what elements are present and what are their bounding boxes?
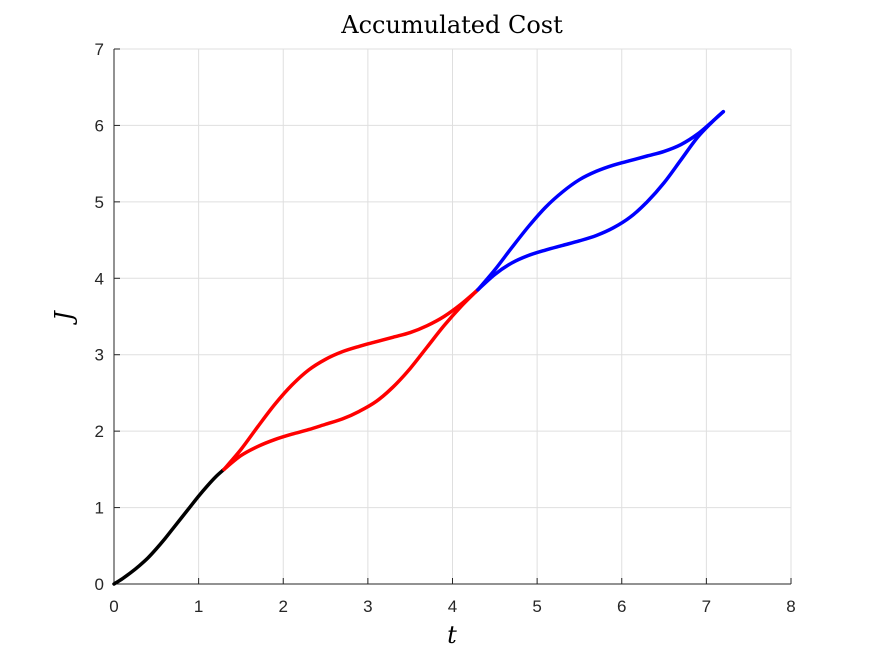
y-tick-label-1: 1 — [95, 499, 104, 518]
y-axis-label: J — [50, 310, 78, 326]
y-tick-label-0: 0 — [95, 575, 104, 594]
series-line-0 — [112, 467, 226, 586]
x-tick-label-1: 1 — [194, 597, 203, 616]
y-tick-label-3: 3 — [95, 346, 104, 365]
y-tick-label-2: 2 — [95, 422, 104, 441]
x-axis-label: t — [447, 621, 457, 649]
series-lines — [112, 109, 726, 586]
series-line-2 — [222, 288, 480, 472]
axes — [113, 48, 792, 585]
x-tick-label-5: 5 — [532, 597, 541, 616]
x-tick-label-7: 7 — [702, 597, 711, 616]
y-tick-label-5: 5 — [95, 193, 104, 212]
x-tick-label-3: 3 — [363, 597, 372, 616]
grid — [113, 48, 792, 585]
x-tick-label-8: 8 — [786, 597, 795, 616]
x-tick-label-2: 2 — [279, 597, 288, 616]
series-line-4 — [476, 109, 726, 292]
chart-title: Accumulated Cost — [340, 11, 563, 39]
series-line-1 — [222, 288, 480, 472]
y-tick-label-7: 7 — [95, 40, 104, 59]
y-tick-label-6: 6 — [95, 116, 104, 135]
series-line-3 — [476, 109, 726, 292]
tick-labels: 0 1 2 3 4 5 6 7 8 0 1 2 3 4 5 6 7 — [95, 40, 796, 616]
x-tick-label-4: 4 — [448, 597, 457, 616]
y-tick-label-4: 4 — [95, 269, 104, 288]
x-tick-label-0: 0 — [109, 597, 118, 616]
x-tick-label-6: 6 — [617, 597, 626, 616]
